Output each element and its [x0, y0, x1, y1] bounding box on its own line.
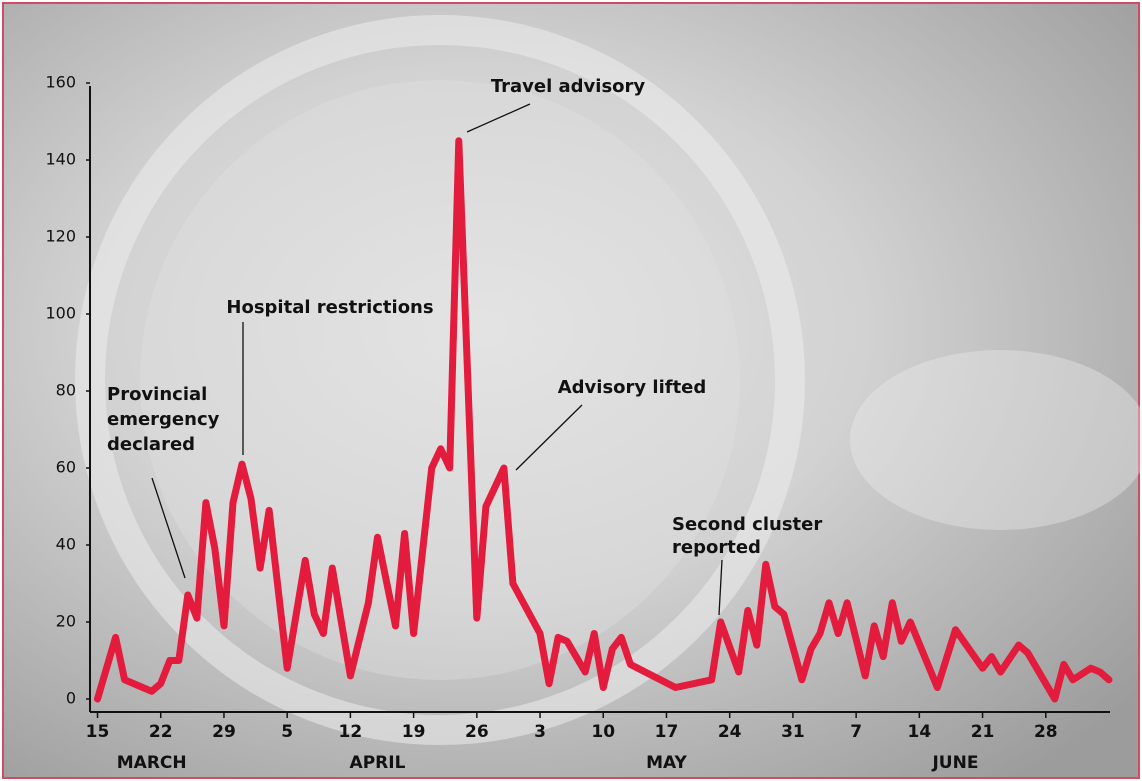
chart: 0 20 40 60 80 100 120 140 160 15 22 29 5 12 19 26 3 10 17 2…: [0, 0, 1142, 781]
y-tick-label: 40: [56, 535, 76, 554]
x-tick-label: 28: [1034, 722, 1058, 742]
annotation: Second cluster: [672, 514, 822, 535]
x-tick-label: 19: [402, 722, 426, 742]
month-label: MAY: [646, 753, 687, 773]
y-tick-label: 140: [45, 150, 76, 169]
annotation: Hospital restrictions: [226, 297, 433, 318]
annotation: emergency: [107, 409, 220, 430]
x-tick-label: 21: [971, 722, 995, 742]
x-tick-label: 26: [465, 722, 489, 742]
x-tick-label: 14: [908, 722, 932, 742]
x-tick-label: 12: [339, 722, 363, 742]
y-tick-label: 120: [45, 227, 76, 246]
page: 0 20 40 60 80 100 120 140 160 15 22 29 5 12 19 26 3 10 17 2…: [0, 0, 1142, 781]
x-tick-label: 3: [534, 722, 546, 742]
x-tick-label: 7: [850, 722, 862, 742]
y-tick-label: 80: [56, 381, 76, 400]
annotation: reported: [672, 537, 761, 558]
y-tick-label: 60: [56, 458, 76, 477]
y-tick-label: 100: [45, 304, 76, 323]
y-tick-label: 20: [56, 612, 76, 631]
x-tick-label: 24: [718, 722, 742, 742]
backdrop-shape: [850, 350, 1142, 530]
annotation: declared: [107, 434, 195, 455]
x-tick-label: 17: [655, 722, 679, 742]
x-tick-label: 31: [781, 722, 805, 742]
month-label: JUNE: [931, 753, 978, 773]
annotation: Travel advisory: [491, 76, 646, 97]
annotation: Advisory lifted: [558, 377, 707, 398]
annotation: Provincial: [107, 384, 207, 405]
month-label: MARCH: [117, 753, 187, 773]
x-tick-label: 29: [212, 722, 236, 742]
x-tick-label: 5: [281, 722, 293, 742]
y-tick-label: 160: [45, 73, 76, 92]
x-tick-label: 22: [149, 722, 173, 742]
x-tick-label: 15: [86, 722, 110, 742]
month-label: APRIL: [350, 753, 406, 773]
y-tick-label: 0: [66, 689, 76, 708]
x-tick-label: 10: [591, 722, 615, 742]
